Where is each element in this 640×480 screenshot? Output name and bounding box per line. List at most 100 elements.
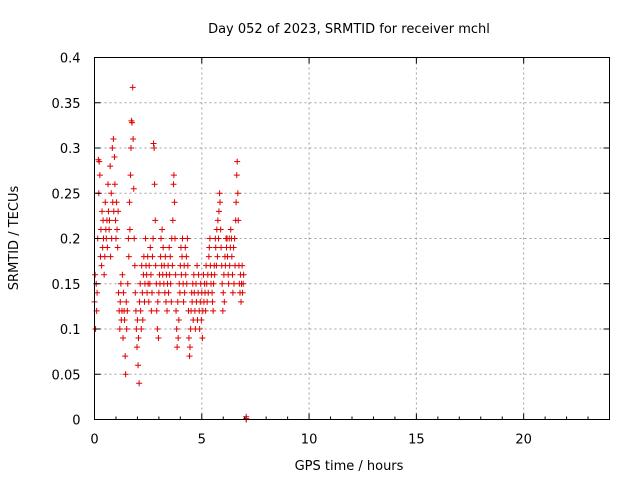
data-point [146, 280, 153, 287]
data-point [131, 262, 138, 269]
x-tick-label: 15 [408, 433, 425, 448]
data-point [154, 326, 161, 332]
data-point [169, 217, 176, 224]
data-point [117, 280, 124, 287]
data-point [106, 217, 113, 224]
data-point [170, 181, 177, 188]
data-point [217, 199, 224, 206]
data-point [234, 158, 241, 165]
data-point [202, 307, 209, 314]
data-point [96, 172, 103, 179]
data-point [120, 289, 127, 296]
data-point [147, 244, 154, 251]
data-point [239, 262, 246, 269]
data-point [229, 271, 236, 278]
data-point [225, 280, 232, 287]
data-point [166, 271, 173, 278]
x-tick-label: 5 [198, 433, 206, 448]
data-point [214, 217, 221, 224]
data-point [114, 226, 121, 233]
data-point [171, 199, 178, 206]
data-point [133, 344, 140, 351]
data-point [165, 289, 172, 296]
data-point [194, 262, 201, 269]
data-point [160, 244, 167, 251]
axis-ticks: 0 0.05 0.1 0.15 0.2 0.25 0.3 0.35 0.4 0 5 10 15 20 [52, 52, 610, 448]
data-point [127, 145, 134, 151]
data-point [113, 199, 120, 206]
data-point [183, 253, 190, 260]
data-point [174, 298, 181, 305]
y-tick-label: 0.3 [60, 142, 81, 157]
data-point [231, 235, 238, 242]
data-point [126, 226, 133, 233]
data-point [186, 353, 193, 360]
data-point [212, 244, 219, 251]
data-point [228, 253, 235, 260]
chart-title: Day 052 of 2023, SRMTID for receiver mch… [208, 22, 490, 37]
data-point [215, 235, 222, 242]
data-point [205, 253, 212, 260]
data-point [111, 181, 118, 188]
data-point [210, 280, 217, 287]
data-point [126, 199, 133, 206]
data-point [123, 326, 130, 332]
data-point [111, 154, 118, 161]
data-point [122, 353, 129, 360]
data-point [181, 289, 188, 296]
data-point [167, 253, 174, 260]
data-point [206, 235, 213, 242]
data-point [124, 307, 131, 314]
data-point [115, 208, 122, 215]
data-point [99, 208, 106, 215]
data-point [101, 271, 108, 278]
data-point [173, 307, 180, 314]
y-tick-label: 0 [72, 414, 80, 429]
data-point [152, 262, 159, 269]
data-point [137, 307, 144, 314]
data-point [142, 235, 149, 242]
data-point [116, 326, 123, 332]
data-point [215, 208, 222, 215]
data-point [92, 271, 99, 278]
data-point [199, 335, 206, 342]
data-point [218, 244, 225, 251]
data-point [173, 326, 180, 332]
y-tick-label: 0.05 [52, 368, 81, 383]
data-point [125, 235, 132, 242]
data-point [214, 253, 221, 260]
data-point [186, 344, 193, 351]
data-point [150, 235, 157, 242]
data-point [229, 289, 236, 296]
data-point [155, 289, 162, 296]
data-point [109, 145, 116, 151]
data-point [198, 316, 205, 323]
data-point [239, 289, 246, 296]
data-point [216, 190, 223, 197]
data-point [105, 181, 112, 188]
data-point [167, 280, 174, 287]
y-tick-label: 0.15 [52, 278, 81, 293]
data-point [196, 326, 203, 332]
data-point [130, 135, 137, 142]
data-point [96, 158, 103, 165]
data-point [219, 280, 226, 287]
x-tick-label: 10 [301, 433, 318, 448]
x-tick-label: 20 [515, 433, 532, 448]
data-point [130, 185, 137, 192]
data-point [235, 217, 242, 224]
data-point [175, 335, 182, 342]
y-tick-label: 0.25 [52, 187, 81, 202]
data-point [108, 190, 115, 197]
data-point [234, 190, 241, 197]
data-point [125, 253, 132, 260]
data-point [233, 199, 240, 206]
data-point [230, 280, 237, 287]
data-point [114, 244, 121, 251]
data-points [91, 84, 250, 423]
data-point [175, 316, 182, 323]
data-point [129, 84, 136, 91]
data-point [172, 271, 179, 278]
data-point [129, 119, 136, 126]
